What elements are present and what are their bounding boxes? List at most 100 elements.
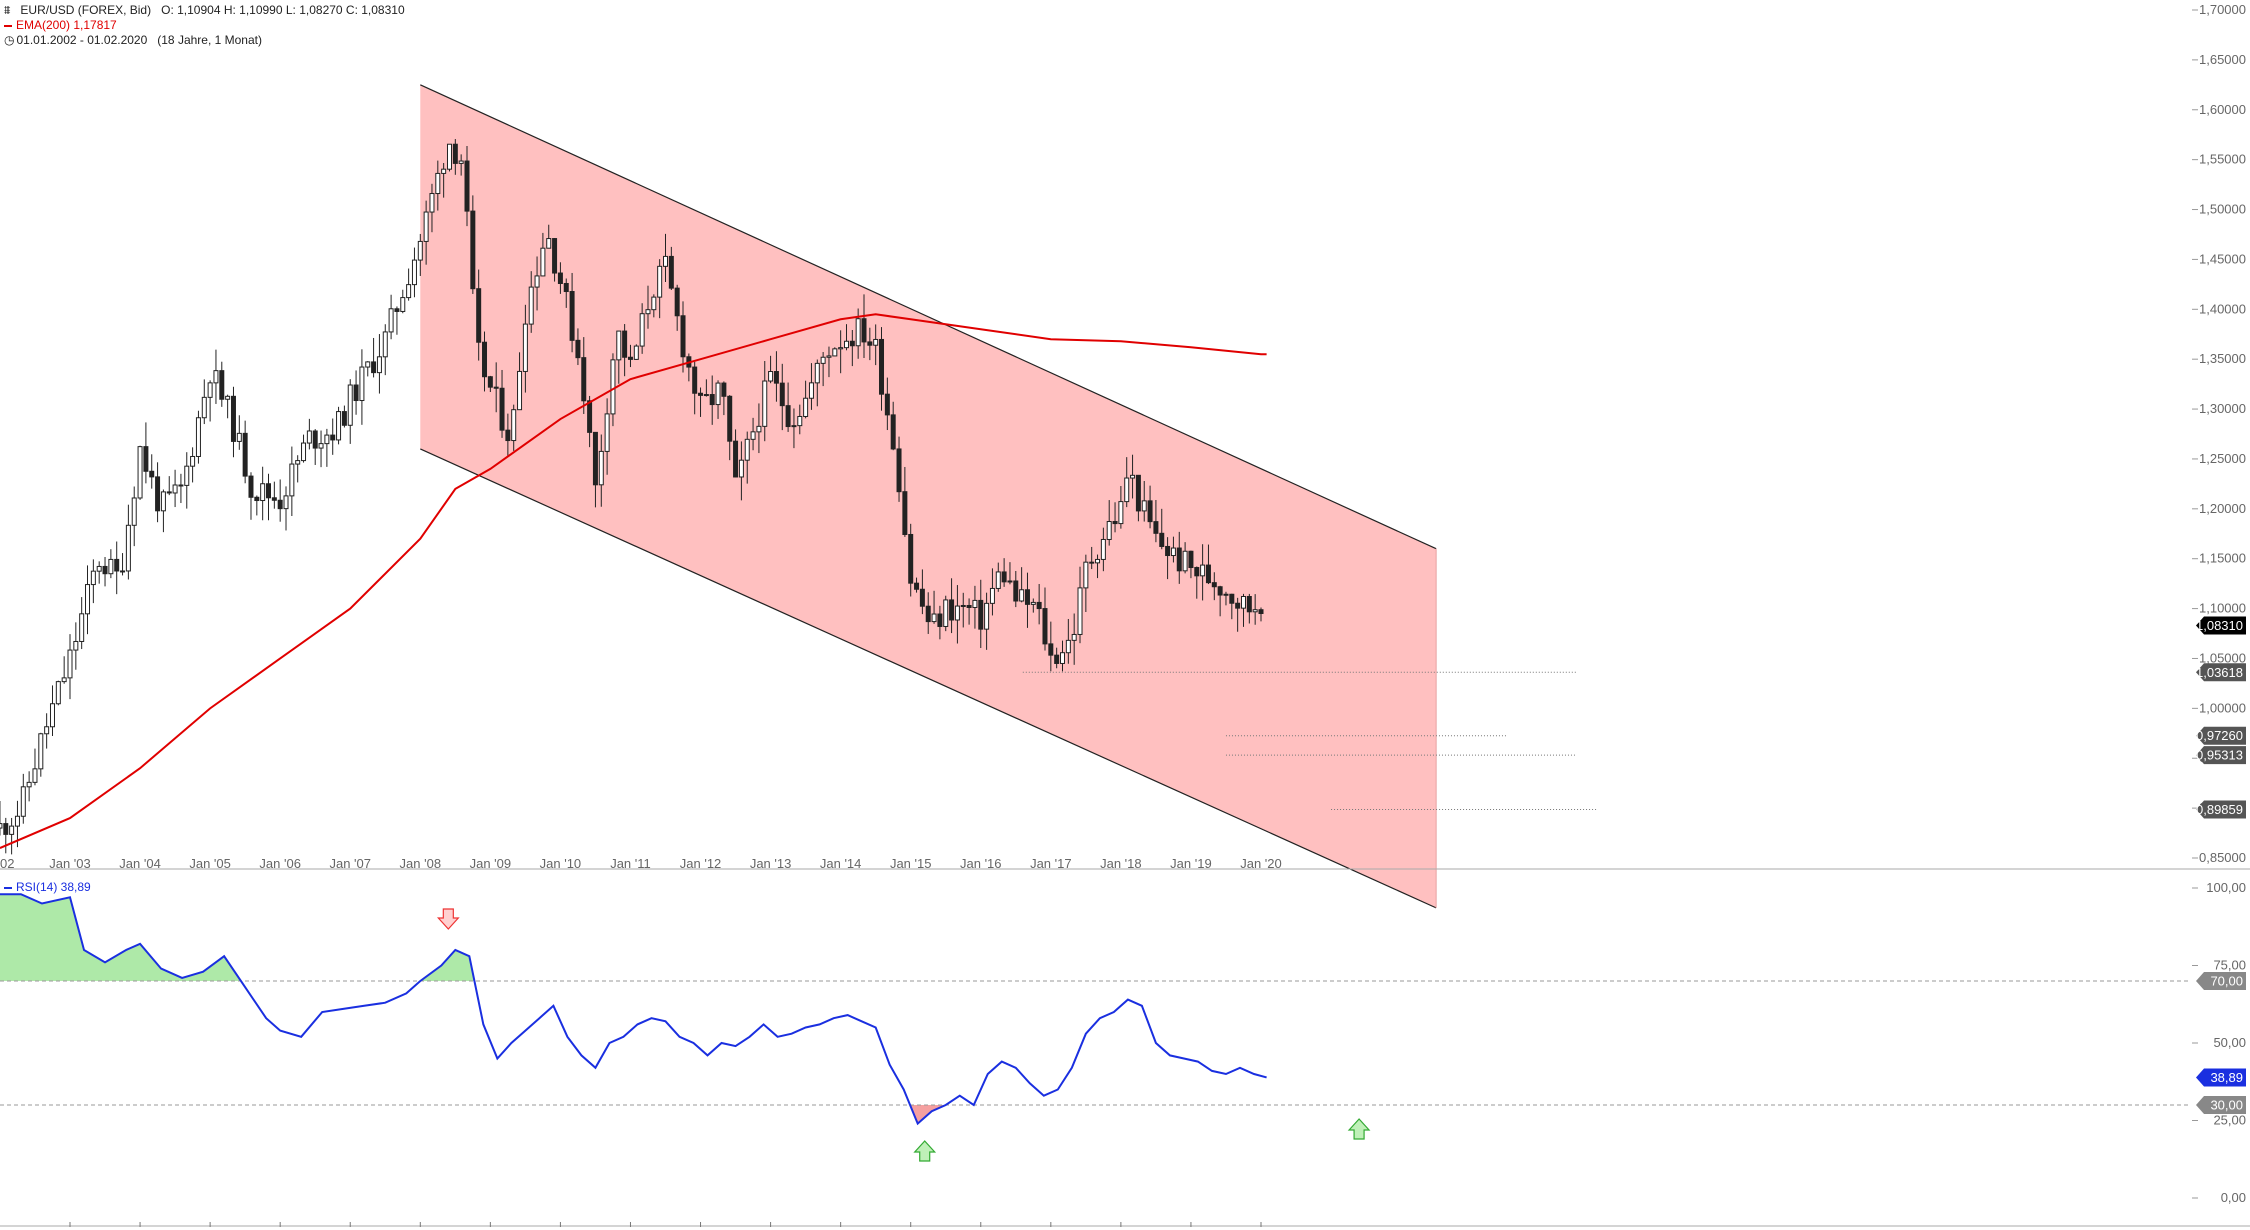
price-axis-label: 1,65000	[2199, 52, 2246, 67]
candlestick	[446, 143, 452, 172]
candle-body	[657, 265, 663, 298]
candle-body	[178, 484, 184, 487]
candle-body	[353, 384, 359, 402]
candle-body	[1112, 521, 1118, 525]
candlestick	[1112, 502, 1118, 533]
candle-body	[1159, 532, 1165, 547]
level-badge-text: 0,89859	[2196, 802, 2243, 817]
rsi-axis-label: 0,00	[2221, 1190, 2246, 1205]
candle-body	[90, 570, 96, 586]
rsi-last-badge-shape	[2196, 1068, 2246, 1087]
candlestick	[388, 294, 394, 340]
rsi-band-badge-text: 30,00	[2210, 1098, 2243, 1113]
symbol-label[interactable]: EUR/USD (FOREX, Bid)	[20, 3, 152, 17]
price-pane: 0,850000,900000,950001,000001,050001,100…	[0, 2, 2246, 909]
time-axis-label: Jan '12	[680, 856, 722, 871]
candlestick	[663, 233, 668, 282]
candle-body	[1071, 633, 1077, 641]
candle-body	[721, 382, 727, 397]
candle-body	[960, 604, 966, 607]
candlestick	[633, 344, 639, 360]
candlestick	[283, 486, 289, 531]
candlestick	[184, 452, 190, 509]
candlestick	[797, 404, 803, 435]
candlestick	[692, 361, 698, 415]
rsi-band-badge-text: 70,00	[2210, 974, 2243, 989]
candlestick	[639, 303, 645, 354]
candle-body	[248, 475, 254, 498]
candlestick	[266, 473, 271, 521]
candle-body	[978, 599, 984, 630]
candle-body	[458, 160, 464, 164]
candlestick	[808, 363, 814, 410]
candle-body	[160, 491, 166, 512]
candle-body	[49, 703, 55, 728]
candle-body	[1106, 521, 1112, 540]
candlestick	[1083, 554, 1089, 613]
candle-body	[972, 599, 978, 608]
candlestick	[750, 417, 756, 451]
candlestick	[791, 408, 797, 449]
candle-body	[1205, 564, 1211, 584]
candle-body	[616, 330, 622, 361]
candlestick	[1100, 527, 1106, 572]
candlestick	[1089, 546, 1095, 570]
candle-body	[849, 340, 855, 347]
candle-body	[1095, 558, 1101, 564]
candlestick	[155, 462, 161, 523]
candlestick	[499, 369, 505, 438]
candlestick	[557, 262, 563, 294]
candlestick	[604, 398, 610, 475]
time-axis-label: Jan '05	[189, 856, 231, 871]
candlestick	[166, 476, 172, 496]
candle-body	[1211, 582, 1217, 588]
time-axis-label: Jan '09	[470, 856, 512, 871]
candle-body	[318, 443, 324, 449]
candlestick	[38, 732, 44, 777]
ema-legend-row[interactable]: EMA(200) 1,17817	[4, 18, 415, 33]
candlestick	[989, 568, 995, 616]
candlestick	[914, 577, 920, 593]
candle-body	[552, 238, 558, 274]
candlestick	[90, 559, 96, 604]
candlestick	[137, 445, 143, 500]
candle-body	[1077, 587, 1083, 635]
candlestick	[330, 418, 336, 455]
candlestick	[1252, 594, 1258, 625]
candlestick	[925, 592, 931, 634]
candlestick	[1124, 457, 1130, 508]
candlestick	[1194, 566, 1200, 599]
candlestick	[668, 246, 674, 291]
candle-body	[563, 282, 569, 293]
rsi-legend-label[interactable]: RSI(14) 38,89	[16, 880, 91, 894]
candle-body	[762, 380, 768, 427]
candlestick	[365, 361, 371, 377]
candle-body	[1007, 580, 1013, 583]
candle-body	[260, 483, 266, 502]
candle-body	[919, 588, 925, 607]
candle-body	[674, 287, 680, 317]
candlestick	[505, 413, 511, 457]
candle-body	[1054, 654, 1060, 664]
candle-body	[0, 823, 3, 829]
candlestick	[207, 380, 213, 422]
candlestick	[581, 337, 587, 414]
candlestick	[1042, 587, 1048, 651]
candlestick	[260, 466, 266, 521]
candle-body	[517, 370, 523, 411]
candle-body	[995, 571, 1001, 589]
candle-body	[67, 649, 73, 679]
rsi-header: RSI(14) 38,89	[4, 880, 101, 895]
candle-body	[38, 733, 44, 770]
candle-body	[452, 143, 458, 164]
buy-arrow-icon	[1347, 1118, 1371, 1140]
rsi-overbought-fill	[420, 950, 475, 981]
candlestick	[879, 327, 885, 411]
candle-body	[832, 348, 838, 357]
price-axis-label: 1,15000	[2199, 551, 2246, 566]
candle-body	[3, 823, 9, 835]
candle-body	[890, 414, 896, 450]
candlestick	[73, 622, 79, 670]
candlestick	[371, 337, 377, 378]
